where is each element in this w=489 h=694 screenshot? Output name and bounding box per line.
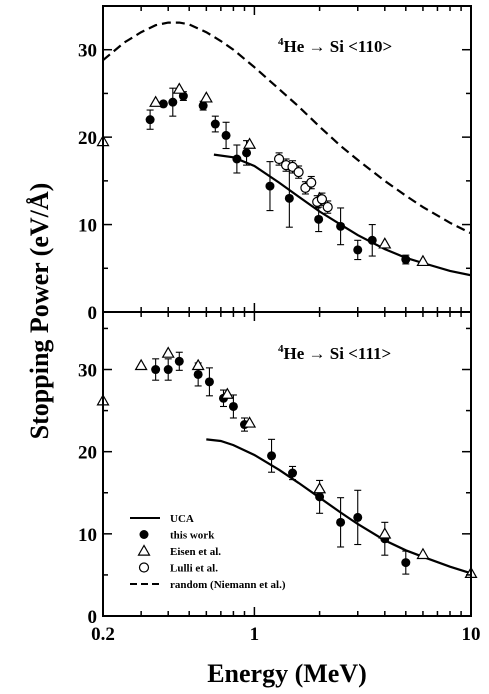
y-tick-label: 0 (88, 607, 98, 628)
point-this-work (210, 119, 220, 129)
point-eisen-et-al (378, 237, 392, 249)
point-eisen-et-al (161, 346, 175, 358)
point-this-work (265, 181, 275, 191)
legend-label: Lulli et al. (170, 563, 218, 575)
point-this-work (242, 148, 252, 158)
series-random-niemann-et-al-line (103, 21, 471, 235)
point-this-work (204, 377, 214, 387)
x-tick-label: 0.2 (91, 624, 115, 645)
point-eisen-et-al (134, 358, 148, 371)
point-eisen-et-al (416, 254, 430, 267)
point-this-work (163, 365, 173, 375)
point-lulli-et-al (316, 194, 328, 205)
panel-title-si-110: 4He → Si <110> (278, 36, 392, 56)
point-eisen-et-al (378, 527, 392, 539)
point-this-work (336, 221, 346, 231)
panel-title-text: He → Si <110> (284, 37, 393, 56)
point-eisen-et-al (149, 95, 163, 107)
y-tick-label: 10 (78, 216, 97, 237)
point-eisen-et-al (243, 137, 257, 149)
point-this-work (232, 154, 242, 164)
point-eisen-et-al (191, 358, 205, 371)
legend-label: this work (170, 530, 215, 542)
panel-title-text: He → Si <111> (284, 344, 392, 363)
legend-label: Eisen et al. (170, 546, 221, 558)
legend-symbol (137, 544, 151, 556)
panel-title-superscript: 4 (278, 343, 284, 355)
y-tick-label: 10 (78, 525, 97, 546)
panel-title-si-111: 4He → Si <111> (278, 343, 391, 363)
y-tick-label: 30 (78, 41, 97, 62)
point-this-work (353, 512, 363, 522)
legend: UCA this work Eisen et al. Lulli et al. rand… (130, 513, 286, 591)
point-this-work (315, 492, 325, 502)
series-uca-line (206, 438, 471, 575)
point-eisen-et-al (172, 82, 186, 94)
point-eisen-et-al (313, 481, 327, 494)
point-this-work (198, 101, 208, 111)
legend-symbol (139, 530, 149, 539)
point-this-work (145, 115, 155, 125)
point-this-work (284, 193, 294, 203)
point-lulli-et-al (273, 153, 285, 165)
panel-si-110: 0 10 20 30 4He → Si <110> (78, 5, 472, 324)
point-eisen-et-al (243, 416, 257, 428)
point-eisen-et-al (199, 91, 213, 103)
point-this-work (168, 97, 178, 107)
point-this-work (336, 517, 346, 527)
point-this-work (353, 245, 363, 255)
x-axis-title: Energy (MeV) (207, 659, 367, 688)
point-this-work (267, 451, 277, 461)
y-tick-label: 20 (78, 443, 97, 464)
x-tick-labels: 0.2 1 10 (91, 624, 480, 645)
x-tick-label: 10 (462, 624, 481, 645)
point-this-work (151, 365, 161, 375)
point-this-work (178, 91, 188, 101)
point-this-work (401, 255, 411, 265)
point-this-work (174, 356, 184, 366)
x-tick-label: 1 (250, 624, 260, 645)
point-this-work (221, 130, 231, 140)
point-this-work (288, 468, 298, 478)
point-lulli-et-al (322, 201, 333, 213)
point-eisen-et-al (220, 387, 234, 399)
point-lulli-et-al (293, 167, 304, 178)
legend-label: random (Niemann et al.) (170, 579, 286, 591)
y-tick-label: 30 (78, 361, 97, 382)
series-uca-line (213, 153, 471, 277)
panel-si-111: 0 10 20 30 4He → Si <111> (78, 311, 478, 628)
y-tick-label: 0 (88, 303, 98, 324)
point-this-work (314, 214, 324, 224)
y-axis-title: Stopping Power (eV/Å) (25, 183, 54, 440)
plot-frame (102, 311, 472, 617)
point-this-work (193, 369, 203, 379)
legend-label: UCA (170, 513, 194, 525)
point-eisen-et-al (416, 547, 430, 560)
legend-symbol (138, 562, 150, 573)
point-this-work (401, 558, 411, 568)
y-tick-label: 20 (78, 128, 97, 149)
point-this-work (367, 235, 377, 245)
point-this-work (228, 401, 238, 411)
panel-title-superscript: 4 (278, 36, 284, 48)
point-lulli-et-al (306, 177, 317, 188)
